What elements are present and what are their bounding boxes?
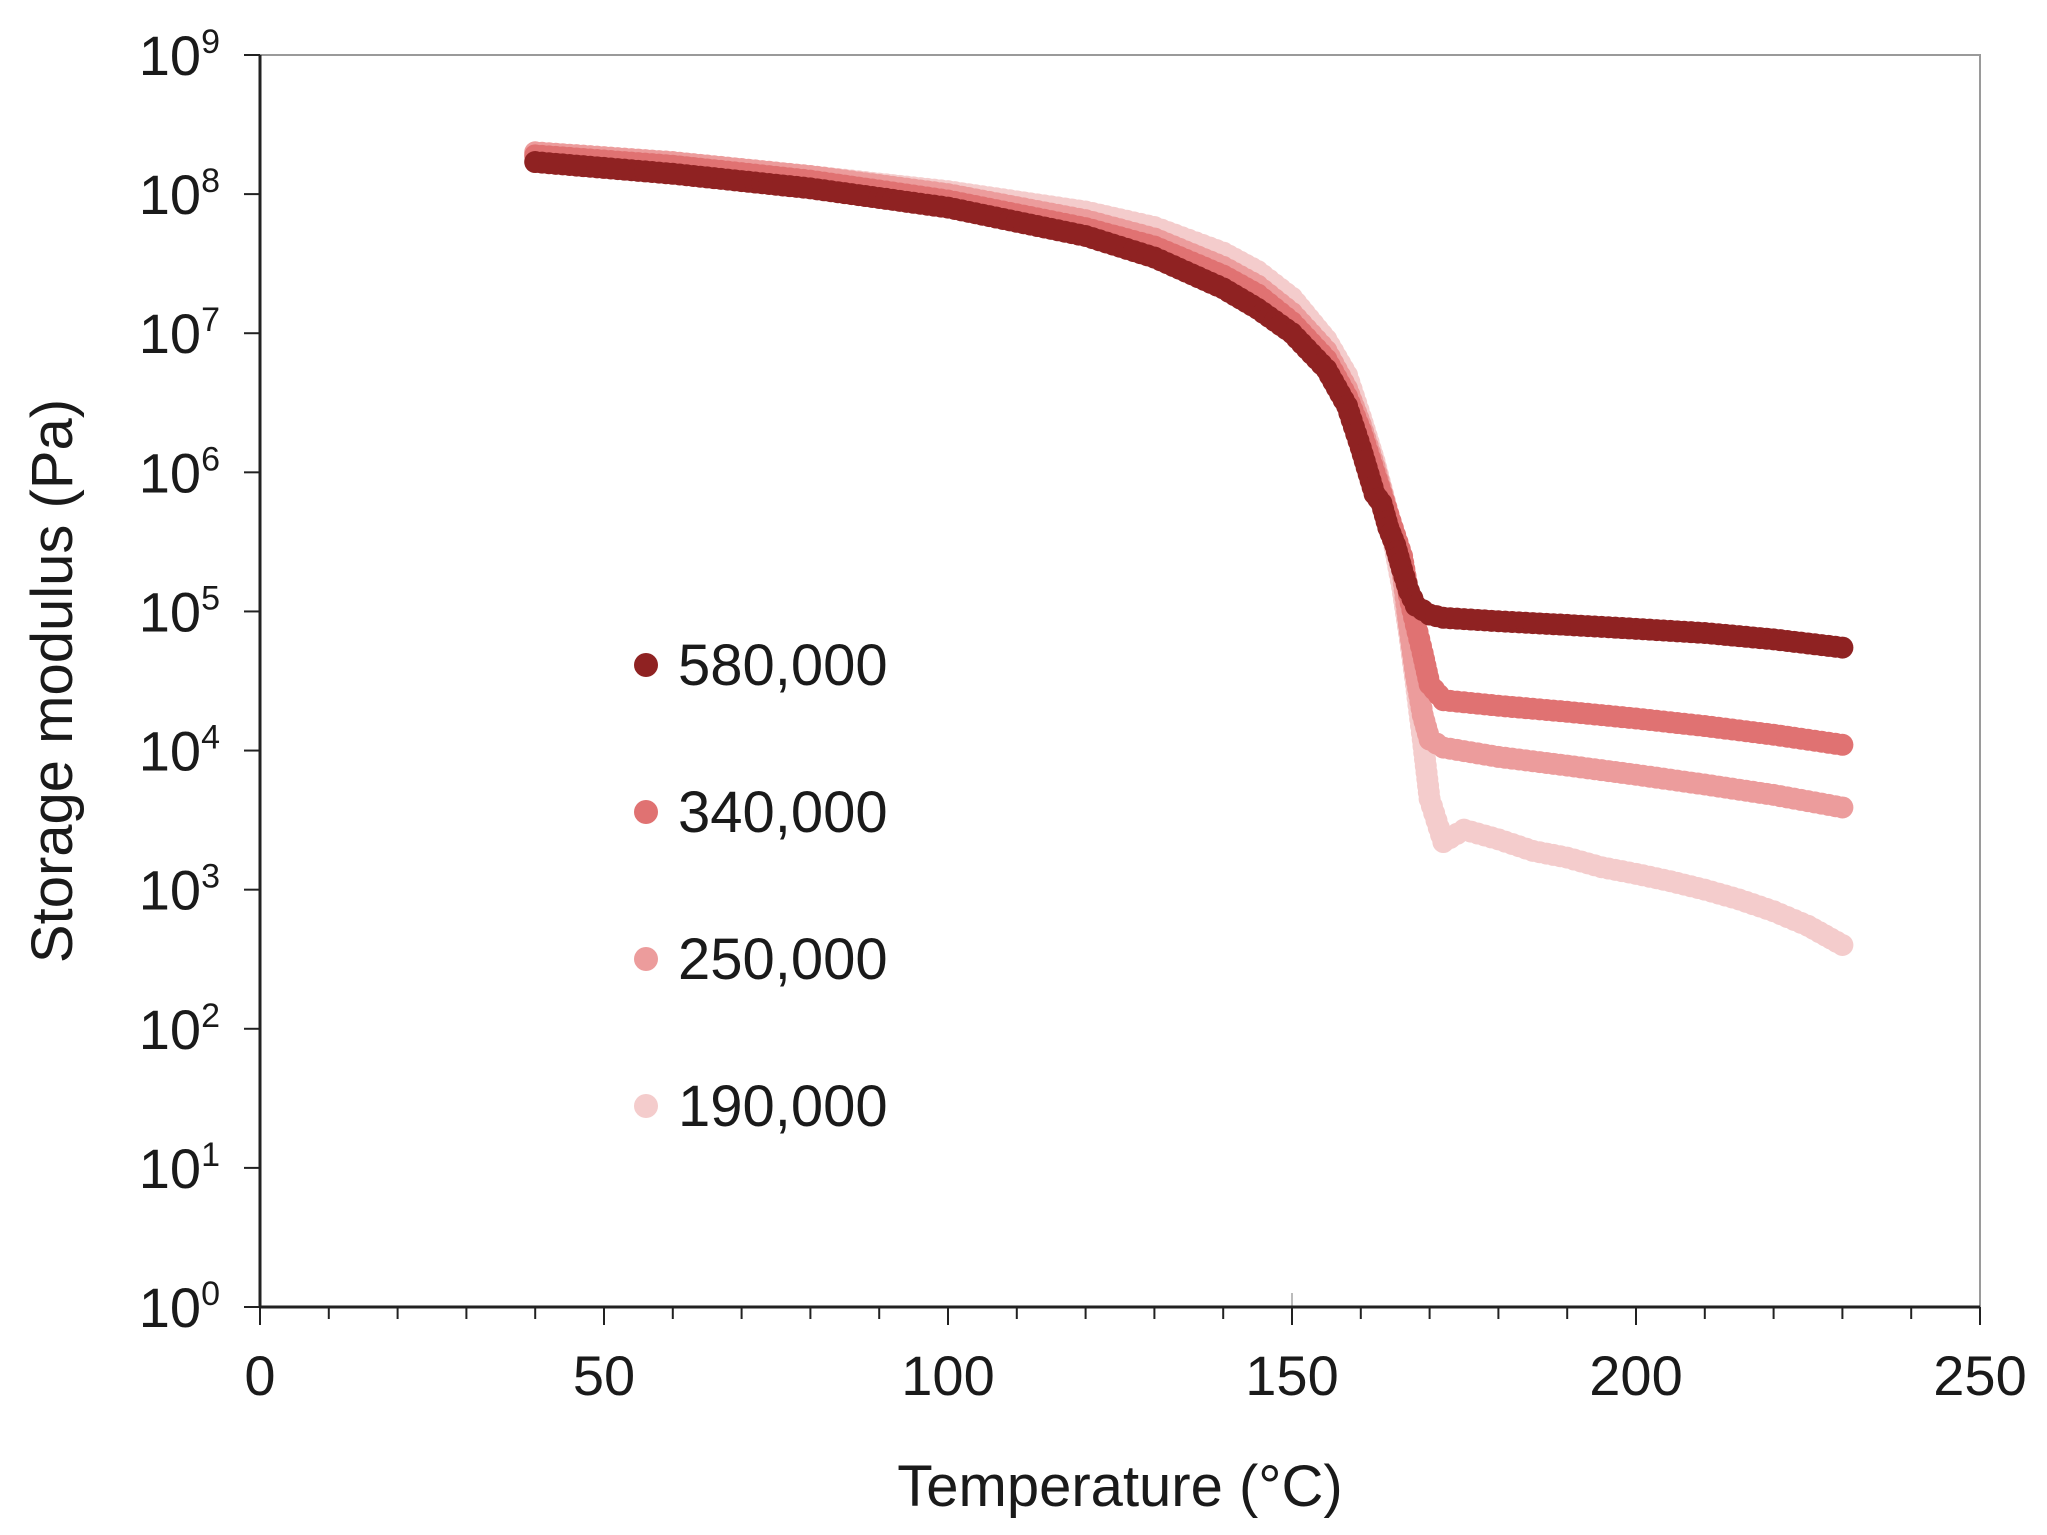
points-layer xyxy=(524,141,1854,957)
data-point xyxy=(1831,733,1854,756)
y-tick-label: 101 xyxy=(139,1136,220,1200)
series-0 xyxy=(524,151,1854,659)
legend-label: 580,000 xyxy=(678,633,888,698)
legend-label: 250,000 xyxy=(678,927,888,992)
legend-marker xyxy=(634,800,658,824)
x-tick-label: 100 xyxy=(901,1344,994,1407)
y-ticks: 100 101 102 103 104 105 106 107 108 109 xyxy=(139,23,260,1339)
x-tick-label: 0 xyxy=(244,1344,275,1407)
y-tick-label: 102 xyxy=(139,997,220,1061)
legend-item: 190,000 xyxy=(634,1074,888,1139)
legend-item: 580,000 xyxy=(634,633,888,698)
x-ticks: 0 50 100 150 200 250 xyxy=(244,1307,2027,1407)
y-tick-label: 100 xyxy=(139,1275,220,1339)
legend: 580,000 340,000 250,000 190,000 xyxy=(634,633,888,1139)
x-tick-label: 250 xyxy=(1933,1344,2026,1407)
y-tick-label: 104 xyxy=(139,719,220,783)
x-tick-label: 150 xyxy=(1245,1344,1338,1407)
x-axis-title: Temperature (°C) xyxy=(897,1454,1342,1519)
legend-marker xyxy=(634,947,658,971)
data-point xyxy=(1831,796,1854,819)
y-tick-label: 108 xyxy=(139,162,220,226)
legend-item: 250,000 xyxy=(634,927,888,992)
y-tick-label: 103 xyxy=(139,858,220,922)
legend-marker xyxy=(634,1094,658,1118)
data-point xyxy=(1831,636,1854,659)
axes-layer xyxy=(258,54,1981,1309)
y-tick-label: 106 xyxy=(139,440,220,504)
y-axis-title: Storage modulus (Pa) xyxy=(20,399,85,963)
legend-label: 340,000 xyxy=(678,780,888,845)
data-point xyxy=(1831,934,1854,957)
y-tick-label: 105 xyxy=(139,579,220,643)
legend-item: 340,000 xyxy=(634,780,888,845)
x-tick-label: 50 xyxy=(573,1344,635,1407)
x-tick-label: 200 xyxy=(1589,1344,1682,1407)
y-tick-label: 107 xyxy=(139,301,220,365)
legend-label: 190,000 xyxy=(678,1074,888,1139)
y-tick-label: 109 xyxy=(139,23,220,87)
legend-marker xyxy=(634,653,658,677)
